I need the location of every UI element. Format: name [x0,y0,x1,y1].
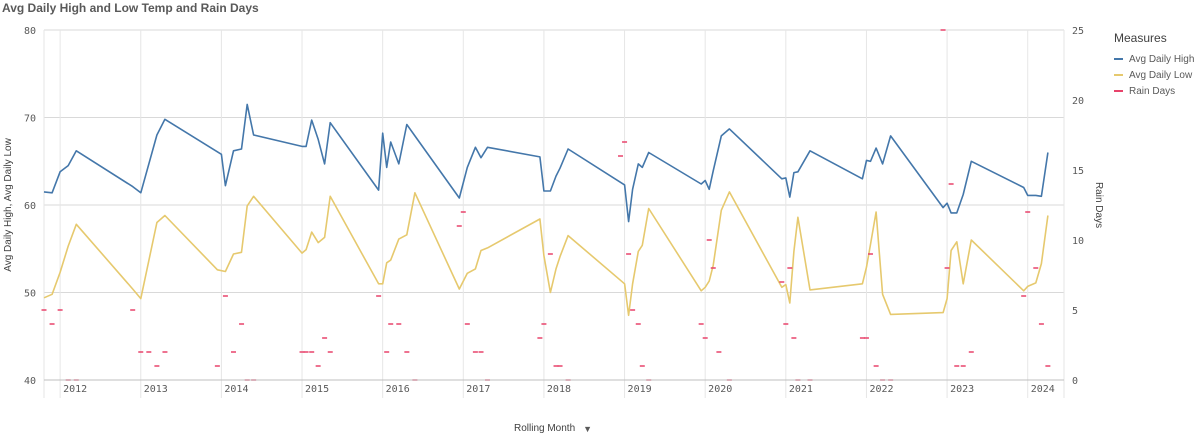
legend: Measures Avg Daily High Avg Daily Low Ra… [1114,31,1194,99]
x-axis-ticks: 2012 2013 2014 2015 2016 2017 2018 2019 2020 2021… [63,384,1055,395]
x-tick-label: 2022 [869,384,893,395]
legend-swatch-avg-daily-low [1114,74,1123,76]
x-tick-label: 2018 [547,384,571,395]
y2-tick-label: 25 [1072,26,1084,37]
legend-label-rain-days: Rain Days [1129,85,1176,97]
y2-tick-label: 15 [1072,166,1084,177]
legend-label-avg-daily-high: Avg Daily High [1129,53,1195,65]
x-tick-label: 2021 [789,384,813,395]
x-tick-label: 2015 [305,384,329,395]
x-axis-dimension-selector[interactable]: Rolling Month ▼ [514,423,592,434]
y2-tick-label: 10 [1072,236,1084,247]
right-axis-title: Rain Days [1093,182,1104,228]
legend-item-avg-daily-low[interactable]: Avg Daily Low [1114,67,1194,83]
y2-tick-label: 20 [1072,96,1084,107]
left-axis-title: Avg Daily High, Avg Daily Low [3,137,14,271]
grid-lines [43,29,1065,398]
legend-swatch-avg-daily-high [1114,58,1123,60]
chart-title: Avg Daily High and Low Temp and Rain Day… [2,1,259,15]
legend-title: Measures [1114,31,1167,45]
series-line-avg-daily-high [43,103,1049,223]
x-tick-label: 2016 [386,384,410,395]
legend-swatch-rain-days [1114,90,1123,92]
x-tick-label: 2017 [466,384,490,395]
x-tick-label: 2023 [950,384,974,395]
x-tick-label: 2019 [628,384,652,395]
y-tick-label: 60 [24,201,36,212]
legend-item-avg-daily-high[interactable]: Avg Daily High [1114,51,1194,67]
x-tick-label: 2013 [144,384,168,395]
x-tick-label: 2014 [224,384,248,395]
right-axis-ticks: 0 5 10 15 20 25 [1072,26,1084,387]
legend-item-rain-days[interactable]: Rain Days [1114,83,1194,99]
dropdown-caret-icon: ▼ [583,423,593,434]
y-tick-label: 70 [24,114,36,125]
y-tick-label: 40 [24,376,36,387]
legend-label-avg-daily-low: Avg Daily Low [1129,69,1193,81]
y2-tick-label: 0 [1072,376,1078,387]
x-tick-label: 2024 [1031,384,1055,395]
y-tick-label: 50 [24,289,36,300]
x-tick-label: 2012 [63,384,87,395]
left-axis-ticks: 40 50 60 70 80 [24,26,36,387]
y2-tick-label: 5 [1072,306,1078,317]
x-tick-label: 2020 [708,384,732,395]
series-line-avg-daily-low [43,191,1049,317]
x-axis-title: Rolling Month [514,423,576,434]
y-tick-label: 80 [24,26,36,37]
